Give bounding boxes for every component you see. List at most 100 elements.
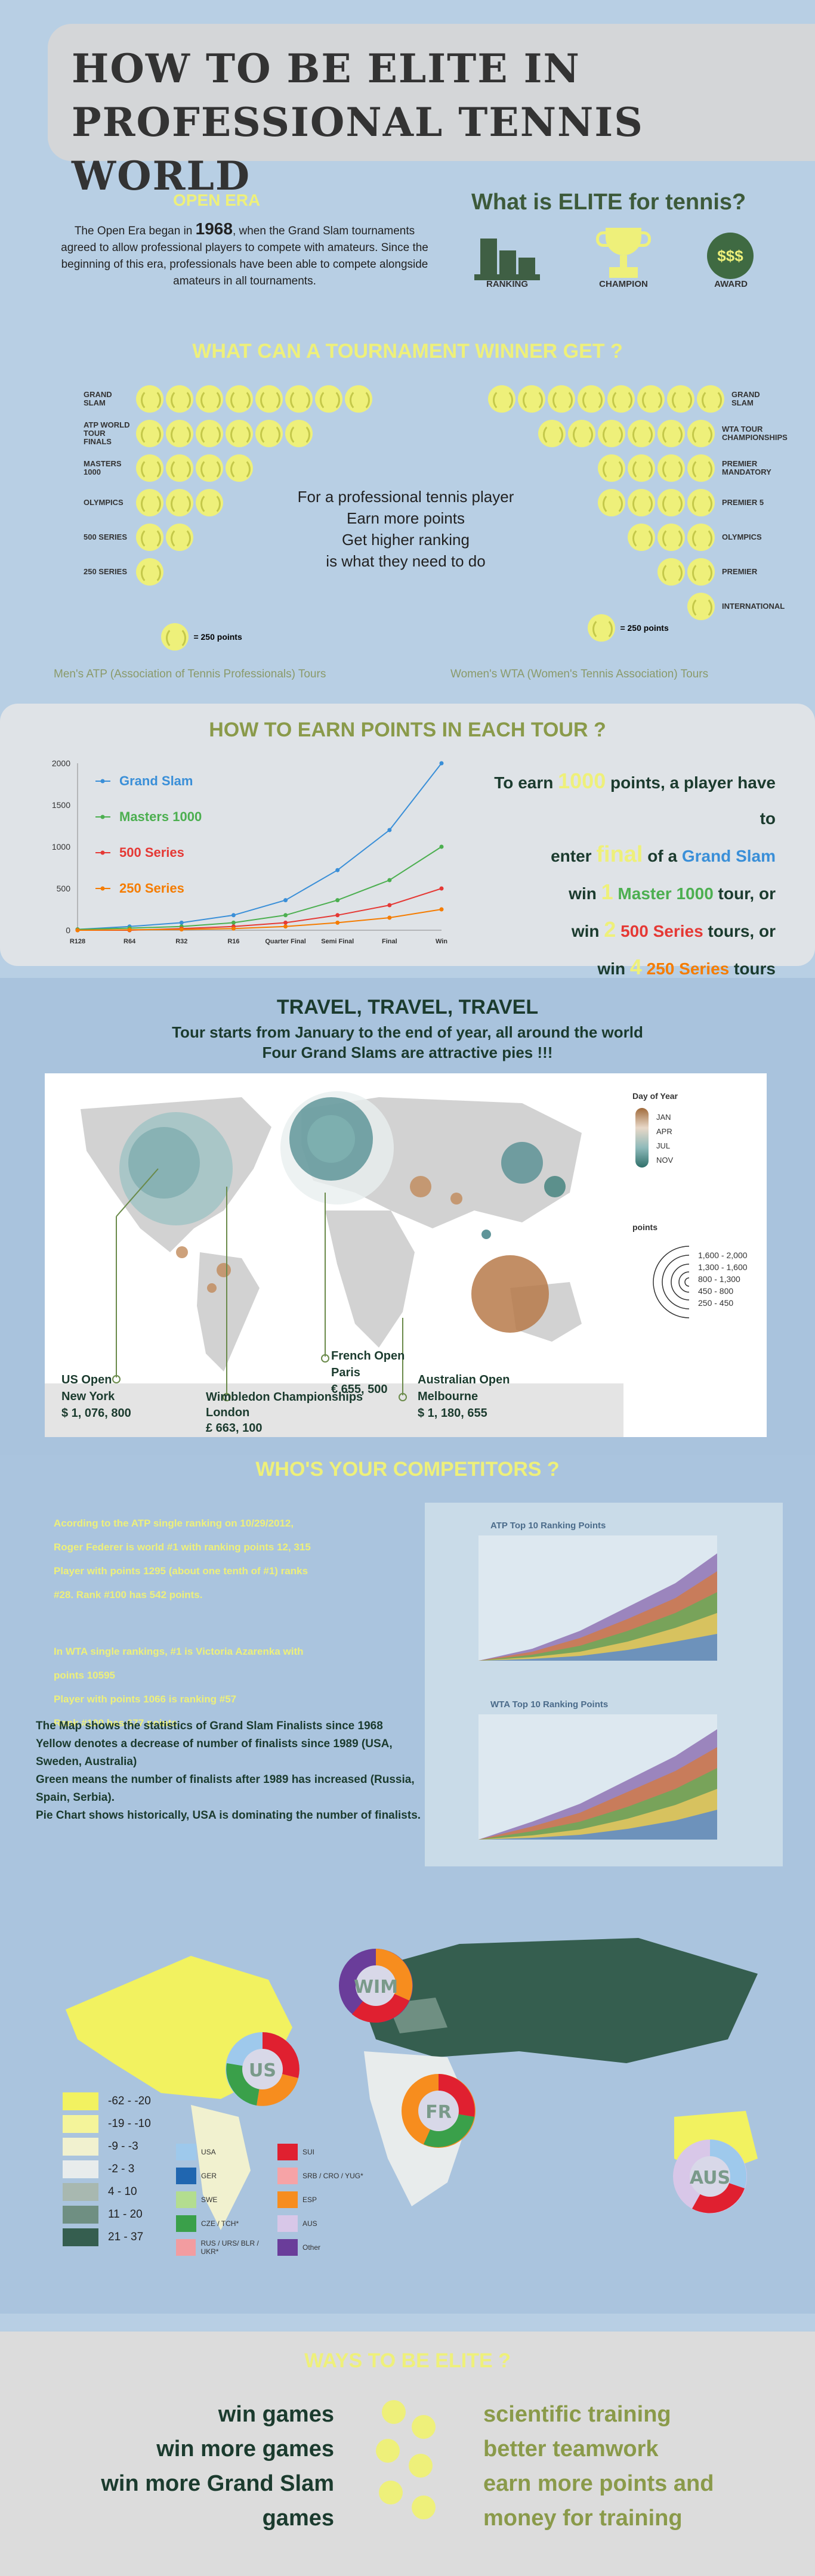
earn-line-3: win 1 Master 1000 tour, or [569, 880, 776, 904]
tennis-ball-icon [136, 420, 163, 447]
wta-ranking-area-chart [478, 1714, 717, 1840]
tennis-ball-icon [657, 420, 685, 447]
ways-heading: WAYS TO BE ELITE ? [304, 2349, 511, 2372]
tennis-ball-icon [568, 420, 595, 447]
points-row-balls [657, 558, 717, 586]
country-legend-item: CZE / TCH* [176, 2215, 277, 2232]
scale-legend-item: -62 - -20 [63, 2090, 151, 2113]
data-point [387, 878, 392, 883]
scale-swatch [63, 2228, 98, 2246]
tennis-ball-icon [166, 420, 193, 447]
points-line-chart: 0 500 1000 1500 2000 R128 R64 R32 R16 Quarter Fin… [52, 758, 447, 945]
tennis-ball-icon [657, 524, 685, 551]
scale-label: -19 - -10 [108, 2117, 151, 2130]
legend-marker [100, 850, 105, 855]
travel-section: TRAVEL, TRAVEL, TRAVEL Tour starts from … [0, 978, 815, 1455]
country-label: AUS [302, 2219, 317, 2228]
tennis-ball-icon [166, 489, 193, 516]
champion-label: CHAMPION [599, 279, 648, 289]
tennis-ball-icon [687, 489, 715, 516]
points-row-balls [136, 385, 375, 413]
data-point [283, 913, 288, 918]
data-point [439, 907, 444, 912]
data-point [75, 928, 80, 933]
country-legend-item: USA [176, 2144, 277, 2160]
legend-marker [100, 886, 105, 891]
tennis-ball-icon [588, 614, 615, 642]
points-row: MASTERS 1000 [84, 451, 379, 485]
points-row: GRAND SLAM [483, 382, 770, 416]
winner-center-text: For a professional tennis player Earn mo… [297, 488, 514, 570]
tennis-ball-icon [196, 489, 223, 516]
tennis-ball-icon [598, 420, 625, 447]
points-row-label: PREMIER [722, 567, 758, 576]
country-legend-item: SRB / CRO / YUG* [277, 2168, 379, 2184]
points-row-balls [598, 454, 717, 482]
data-point [335, 868, 340, 872]
tennis-ball-icon [196, 385, 223, 413]
country-swatch [176, 2239, 196, 2256]
legend-label: Grand Slam [119, 773, 193, 788]
points-row: 250 SERIES [84, 555, 379, 589]
tennis-ball-icon [578, 385, 605, 413]
map-explanation-text: The Map shows the statistics of Grand Sl… [36, 1720, 421, 1822]
tennis-ball-icon [161, 623, 189, 651]
finalists-map: WIM US FR AUS [66, 1938, 758, 2230]
scale-legend-item: -9 - -3 [63, 2135, 151, 2158]
change-scale-legend: -62 - -20 -19 - -10 -9 - -3 -2 - 3 4 - 10 11 … [63, 2090, 151, 2249]
tennis-ball-icon [538, 420, 566, 447]
points-row-balls [538, 420, 717, 447]
data-point [439, 761, 444, 766]
data-point [439, 886, 444, 891]
legend-marker [100, 815, 105, 819]
data-point [127, 927, 132, 932]
x-tick-label: Win [436, 938, 447, 945]
country-legend-item: SUI [277, 2144, 379, 2160]
day-of-year-legend-title: Day of Year [632, 1091, 678, 1101]
travel-sub-2: Four Grand Slams are attractive pies !!! [262, 1044, 553, 1061]
country-swatch [176, 2215, 196, 2232]
data-point [283, 920, 288, 925]
world-map [45, 1091, 623, 1437]
points-legend-labels: 1,600 - 2,000 1,300 - 1,600 800 - 1,300 450… [698, 1250, 748, 1308]
pie-label-fr: FR [425, 2102, 452, 2123]
country-legend-item: RUS / URS/ BLR / UKR* [176, 2239, 277, 2256]
country-swatch [277, 2239, 298, 2256]
y-tick-label: 2000 [52, 758, 70, 768]
points-row: 500 SERIES [84, 520, 379, 555]
award-label: AWARD [714, 279, 748, 289]
ways-left-list: win games win more games win more Grand Sl… [101, 2402, 334, 2531]
ranking-charts-panel: ATP Top 10 Ranking Points WTA Top 10 Ran… [425, 1503, 783, 1866]
data-point [439, 844, 444, 849]
tennis-balls-decoration [376, 2400, 436, 2519]
points-row: GRAND SLAM [84, 382, 379, 416]
country-label: ESP [302, 2196, 317, 2204]
earn-section: HOW TO EARN POINTS IN EACH TOUR ? 0 500 10… [0, 704, 815, 979]
country-label: CZE / TCH* [201, 2219, 239, 2228]
tennis-ball-icon [136, 489, 163, 516]
scale-legend-item: 21 - 37 [63, 2226, 151, 2249]
points-row-label: PREMIER MANDATORY [722, 459, 771, 476]
tennis-ball-icon [136, 524, 163, 551]
tennis-ball-icon [628, 524, 655, 551]
tennis-ball-icon [548, 385, 575, 413]
tennis-ball-icon [226, 454, 253, 482]
country-swatch [277, 2215, 298, 2232]
atp-caption: Men's ATP (Association of Tennis Profess… [54, 668, 326, 680]
tennis-ball-icon [255, 420, 283, 447]
wta-chart-title: WTA Top 10 Ranking Points [490, 1699, 609, 1710]
competitors-section: WHO'S YOUR COMPETITORS ? Acording to the… [0, 1455, 815, 2314]
points-row-label: MASTERS 1000 [84, 459, 122, 476]
scale-label: 4 - 10 [108, 2185, 137, 2198]
tennis-ball-icon [488, 385, 515, 413]
tennis-ball-icon [687, 593, 715, 620]
tennis-ball-icon [166, 524, 193, 551]
tennis-ball-icon [285, 420, 313, 447]
earn-heading: HOW TO EARN POINTS IN EACH TOUR ? [209, 719, 606, 741]
x-tick-label: Final [382, 938, 397, 945]
tennis-ball-icon [196, 454, 223, 482]
country-label: RUS / URS/ BLR / UKR* [200, 2239, 259, 2256]
tennis-ball-icon [166, 385, 193, 413]
data-point [335, 898, 340, 903]
scale-legend-item: -19 - -10 [63, 2113, 151, 2135]
